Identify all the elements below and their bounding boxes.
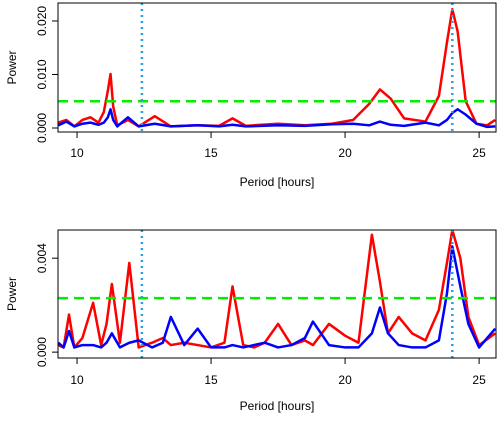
y-axis-title: Power: [5, 277, 19, 311]
y-axis-title: Power: [5, 50, 19, 84]
y-tick-label: 0.000: [35, 337, 49, 367]
x-axis-title: Period [hours]: [240, 399, 315, 413]
series-line: [58, 230, 496, 349]
y-tick-label: 0.004: [35, 243, 49, 273]
series-line: [58, 7, 496, 128]
y-tick-label: 0.020: [35, 6, 49, 36]
x-tick-label: 20: [338, 373, 352, 387]
x-axis-title: Period [hours]: [240, 175, 315, 189]
plot-frame: [57, 2, 497, 133]
x-tick-label: 25: [472, 146, 486, 160]
series-line: [58, 108, 496, 129]
plot-area: [58, 3, 496, 132]
x-tick-label: 15: [204, 373, 218, 387]
x-tick-label: 25: [472, 373, 486, 387]
y-tick-label: 0.010: [35, 59, 49, 89]
series-line: [58, 245, 496, 349]
plot-area: [58, 230, 496, 358]
x-tick-label: 10: [70, 373, 84, 387]
x-tick-label: 10: [70, 146, 84, 160]
x-tick-label: 15: [204, 146, 218, 160]
x-tick-label: 20: [338, 146, 352, 160]
y-tick-label: 0.000: [35, 113, 49, 143]
plot-frame: [57, 229, 497, 359]
